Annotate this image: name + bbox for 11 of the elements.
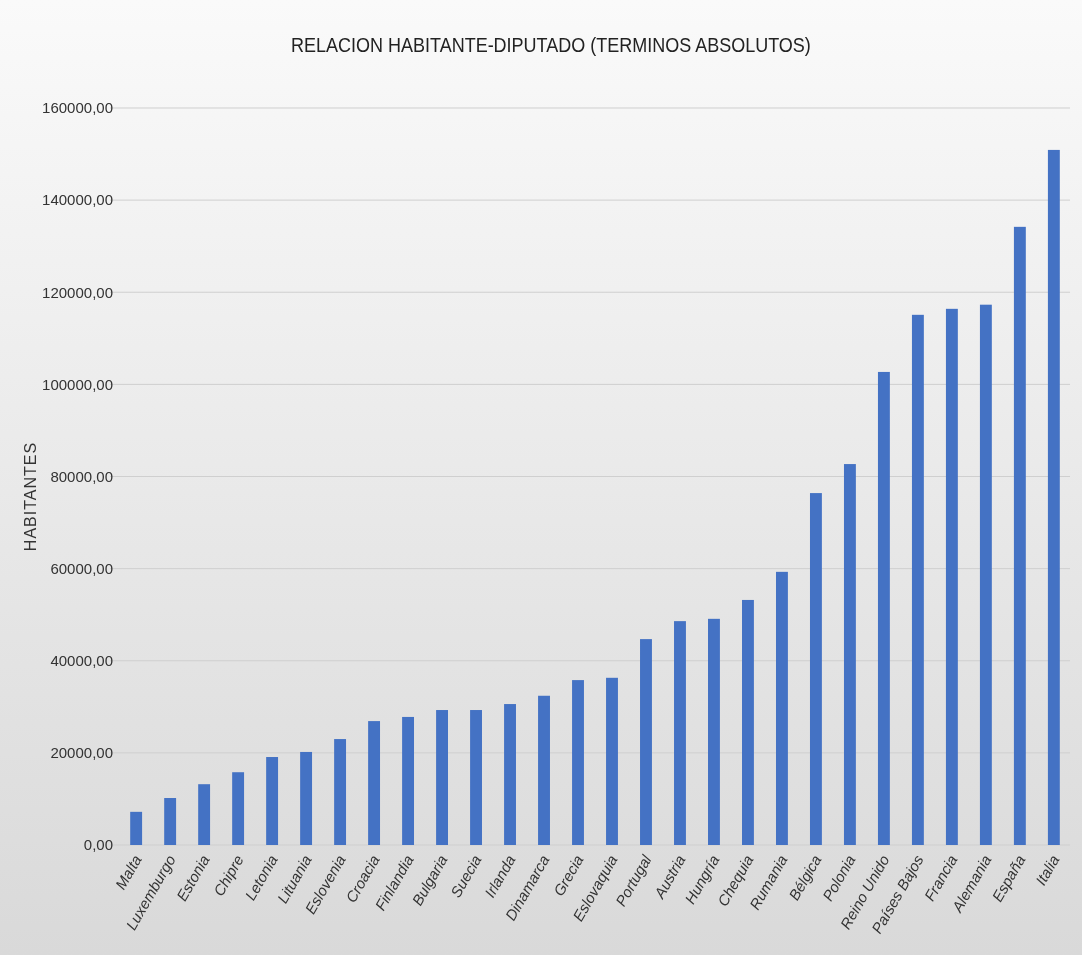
y-axis-title: HABITANTES: [22, 441, 39, 552]
y-tick-label: 120000,00: [42, 283, 113, 301]
y-tick-label: 60000,00: [50, 559, 113, 577]
chart-title: RELACION HABITANTE-DIPUTADO (TERMINOS ABSOLUTOS): [291, 34, 811, 57]
y-tick-label: 160000,00: [42, 99, 113, 117]
y-tick-label: 100000,00: [42, 375, 113, 393]
y-tick-label: 0,00: [83, 836, 113, 854]
y-tick-label: 40000,00: [50, 652, 113, 669]
y-tick-label: 140000,00: [42, 191, 113, 209]
y-tick-label: 20000,00: [50, 744, 113, 762]
y-tick-label: 80000,00: [50, 467, 113, 485]
